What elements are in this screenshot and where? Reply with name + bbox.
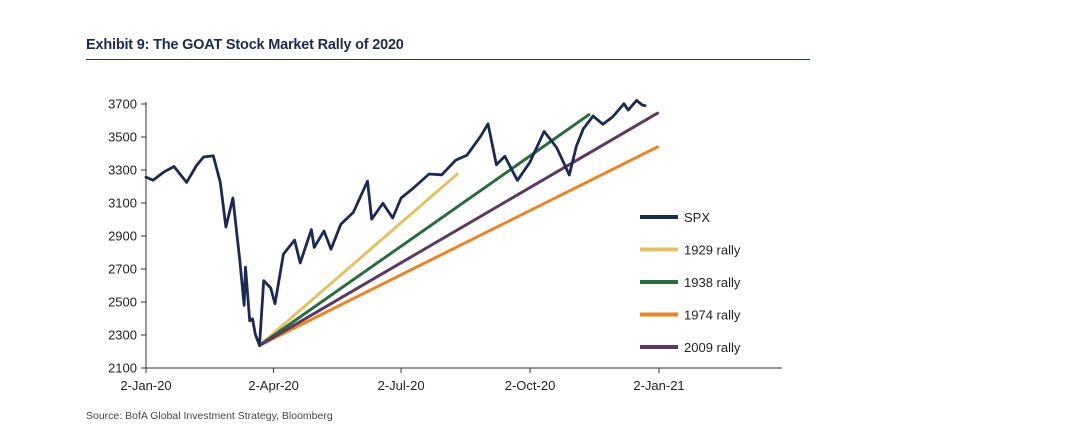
legend-label-2009-rally: 2009 rally (684, 340, 741, 355)
chart-axes: 2100 2300 2500 2700 2900 3100 3300 3500 3700 2-Ja… (108, 97, 782, 393)
chart-title: Exhibit 9: The GOAT Stock Market Rally o… (86, 37, 404, 53)
series-line-1929-rally (258, 172, 459, 347)
x-tick-label: 2-Jan-20 (120, 378, 171, 393)
y-tick-label: 2500 (108, 295, 137, 310)
y-tick-label: 2100 (108, 361, 137, 376)
x-tick-label: 2-Jul-20 (378, 378, 425, 393)
y-tick-label: 3500 (108, 130, 137, 145)
y-tick-label: 2300 (108, 328, 137, 343)
source-note: Source: BofA Global Investment Strategy,… (86, 410, 333, 422)
title-divider (86, 59, 810, 60)
series-line-2009-rally (258, 111, 660, 347)
series-line-1938-rally (258, 113, 591, 347)
x-tick-label: 2-Jan-21 (633, 378, 684, 393)
chart-series (144, 99, 660, 347)
x-tick-label: 2-Oct-20 (505, 378, 556, 393)
series-line-1974-rally (258, 145, 660, 347)
legend-label-1974-rally: 1974 rally (684, 308, 741, 323)
series-line-spx (144, 99, 647, 347)
chart-legend: SPX 1929 rally 1938 rally 1974 rally 2009 ra… (640, 210, 741, 355)
legend-label-spx: SPX (684, 210, 710, 225)
x-tick-label: 2-Apr-20 (248, 378, 299, 393)
y-tick-label: 2900 (108, 229, 137, 244)
y-tick-label: 2700 (108, 262, 137, 277)
y-tick-label: 3100 (108, 196, 137, 211)
legend-label-1938-rally: 1938 rally (684, 275, 741, 290)
legend-label-1929-rally: 1929 rally (684, 243, 741, 258)
y-tick-label: 3700 (108, 97, 137, 112)
y-tick-label: 3300 (108, 163, 137, 178)
